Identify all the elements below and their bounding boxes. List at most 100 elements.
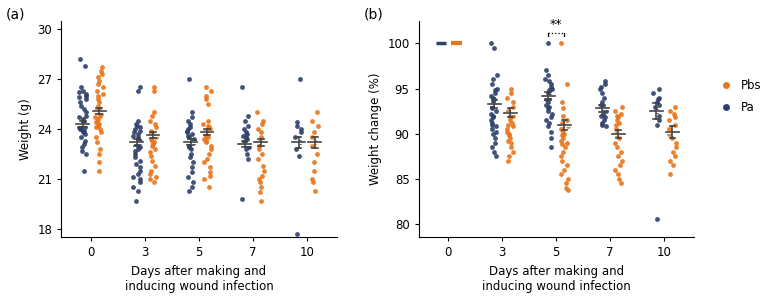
Point (595, 102, 608, 107)
Point (130, 148, 142, 153)
Point (144, 172, 157, 176)
Point (485, 93, 497, 98)
Point (146, 134, 159, 138)
Point (184, 155, 197, 160)
Point (147, 110, 160, 115)
Point (203, 125, 215, 130)
Point (80, 92, 93, 97)
Point (133, 168, 146, 173)
Point (490, 154, 502, 159)
Point (613, 136, 625, 141)
Point (487, 95, 500, 100)
Y-axis label: Weight change (%): Weight change (%) (369, 73, 382, 185)
Point (487, 131, 499, 136)
Point (203, 185, 215, 190)
Point (487, 100, 500, 104)
Point (539, 77, 551, 82)
Point (666, 136, 678, 141)
Point (146, 138, 159, 143)
Point (487, 113, 499, 118)
Point (241, 132, 253, 136)
Point (242, 123, 254, 128)
Point (93, 168, 105, 173)
Point (663, 127, 675, 131)
Point (132, 135, 144, 140)
Point (486, 120, 498, 125)
Point (502, 122, 514, 127)
Point (562, 124, 574, 129)
Point (96, 85, 109, 90)
Point (93, 78, 105, 83)
Point (596, 100, 608, 104)
Point (257, 164, 269, 168)
Point (91, 140, 103, 145)
Point (306, 180, 318, 185)
Point (308, 140, 321, 145)
Point (93, 75, 105, 80)
Point (79, 132, 92, 136)
Point (503, 118, 516, 122)
Point (204, 173, 216, 178)
Point (76, 127, 88, 131)
Point (240, 135, 252, 140)
Point (89, 115, 102, 120)
Point (239, 138, 251, 143)
Point (148, 88, 160, 93)
Point (596, 91, 608, 95)
Point (611, 115, 624, 120)
Point (76, 130, 89, 135)
Point (614, 149, 627, 154)
Point (289, 135, 301, 140)
Point (254, 180, 266, 185)
Point (77, 88, 89, 93)
Point (96, 92, 109, 97)
Point (291, 232, 303, 236)
Point (540, 68, 552, 73)
Point (555, 139, 567, 143)
Point (311, 152, 323, 157)
Point (181, 130, 194, 135)
Point (93, 152, 105, 157)
Point (561, 163, 573, 168)
Point (201, 123, 214, 128)
Point (95, 68, 107, 73)
Point (183, 125, 196, 130)
Point (255, 185, 268, 190)
Point (200, 134, 213, 138)
Point (74, 127, 86, 131)
Legend: Pbs, Pa: Pbs, Pa (710, 75, 765, 118)
Point (503, 111, 516, 116)
Point (93, 100, 105, 105)
Point (78, 168, 90, 173)
Point (306, 135, 318, 140)
Point (131, 118, 143, 123)
Point (611, 113, 624, 118)
Point (130, 142, 143, 146)
Point (600, 124, 612, 129)
Point (505, 86, 517, 91)
Point (486, 102, 498, 107)
Point (540, 97, 552, 102)
Point (202, 118, 214, 123)
Point (204, 127, 217, 131)
Point (144, 150, 157, 155)
Point (144, 177, 157, 182)
Point (291, 123, 303, 128)
Point (182, 175, 194, 180)
Point (186, 170, 198, 175)
Point (503, 154, 515, 159)
Point (599, 115, 611, 120)
Point (545, 136, 557, 141)
Point (542, 109, 554, 113)
Point (93, 127, 106, 131)
Point (132, 188, 144, 193)
Point (183, 188, 196, 193)
Point (132, 143, 144, 148)
Point (665, 158, 677, 163)
Point (500, 95, 513, 100)
Point (90, 88, 103, 93)
Point (181, 134, 194, 138)
Point (89, 108, 102, 113)
Point (95, 112, 107, 116)
Point (542, 91, 554, 95)
